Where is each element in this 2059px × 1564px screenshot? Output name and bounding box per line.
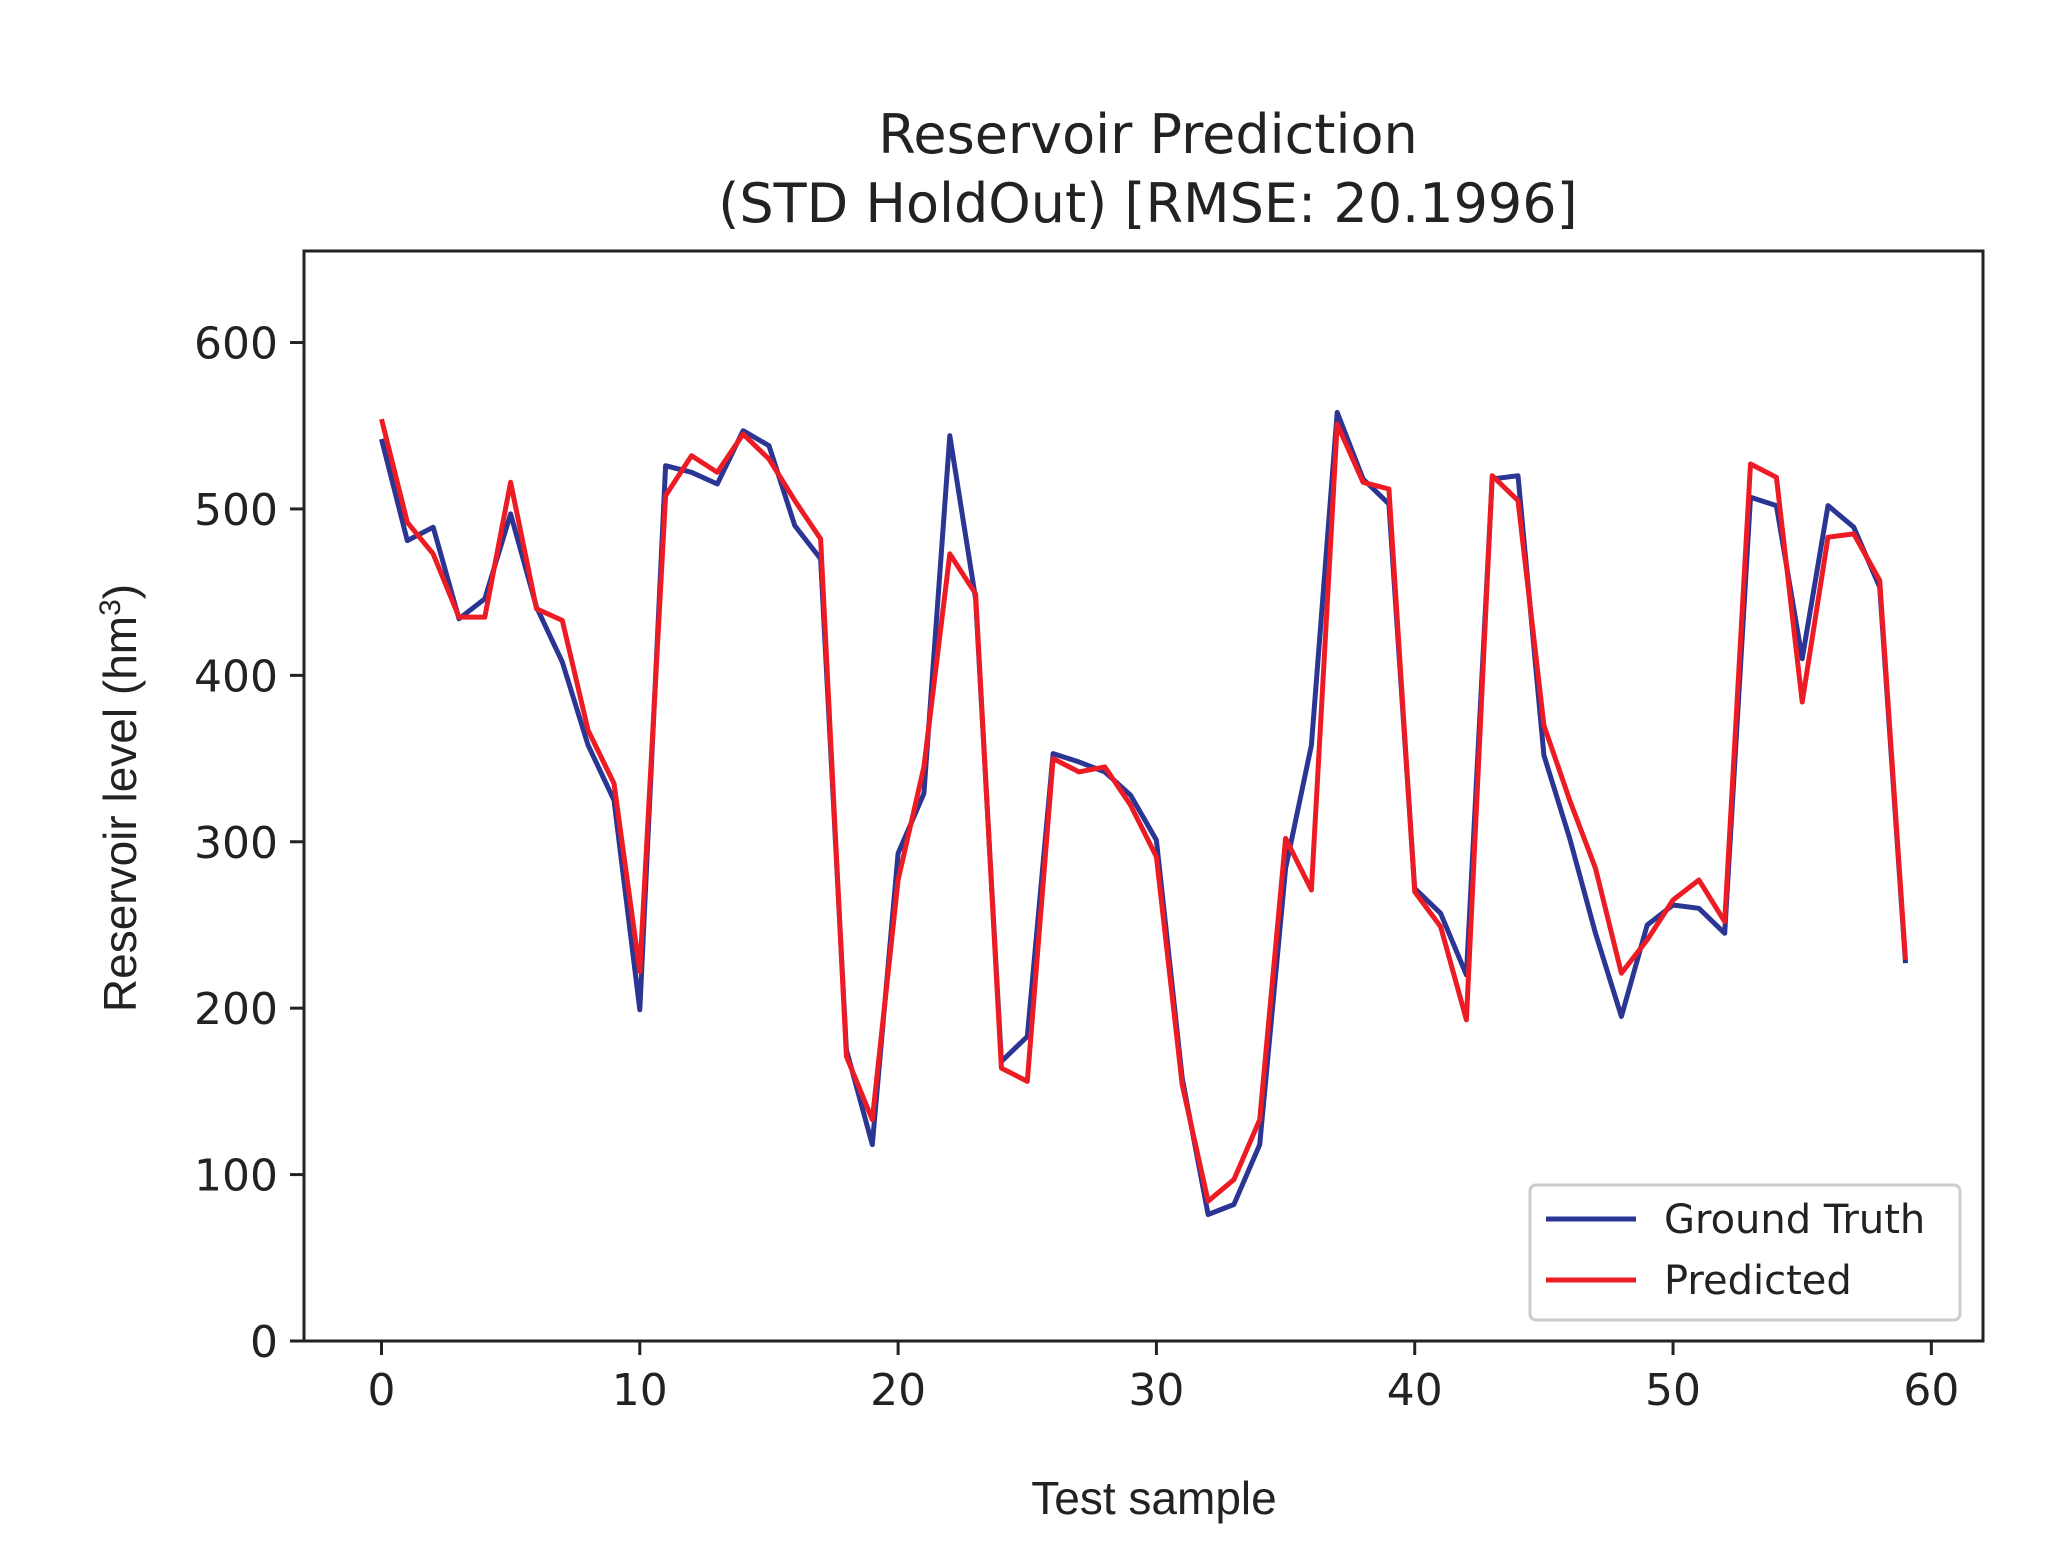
- x-tick-label: 50: [1645, 1365, 1701, 1416]
- y-tick-label: 400: [194, 651, 278, 702]
- x-tick-label: 40: [1387, 1365, 1443, 1416]
- y-axis: 0 100 200 300 400 500 600: [194, 319, 304, 1368]
- y-axis-label-superscript: 3: [94, 599, 127, 616]
- y-tick-label: 300: [194, 818, 278, 869]
- y-tick-label: 200: [194, 984, 278, 1035]
- series-line-ground-truth: [379, 409, 1908, 1217]
- legend-box: [1528, 1183, 1962, 1322]
- plot-area-frame: [302, 249, 1985, 1343]
- chart-title-line2: (STD HoldOut) [RMSE: 20.1996]: [718, 172, 1577, 235]
- y-axis-label-end: ): [94, 584, 146, 599]
- legend-label-ground-truth: Ground Truth: [1664, 1197, 1925, 1243]
- x-axis: 0 10 20 30 40 50 60: [367, 1341, 1959, 1416]
- legend: Ground Truth Predicted: [1528, 1183, 1962, 1322]
- x-tick-label: 60: [1903, 1365, 1959, 1416]
- y-axis-label: Reservoir level (hm3): [94, 584, 146, 1012]
- series-line-predicted: [379, 418, 1908, 1204]
- chart-title-line1: Reservoir Prediction: [878, 103, 1418, 166]
- x-tick-label: 10: [612, 1365, 668, 1416]
- x-tick-label: 0: [367, 1365, 395, 1416]
- y-tick-label: 100: [194, 1151, 278, 1202]
- y-tick-label: 0: [250, 1317, 278, 1368]
- x-axis-label: Test sample: [1031, 1472, 1276, 1524]
- x-tick-label: 30: [1128, 1365, 1184, 1416]
- series-layer: [379, 409, 1908, 1217]
- legend-label-predicted: Predicted: [1664, 1258, 1852, 1304]
- y-tick-label: 500: [194, 485, 278, 536]
- y-axis-label-main: Reservoir level (hm: [94, 616, 146, 1012]
- y-tick-label: 600: [194, 319, 278, 370]
- x-tick-label: 20: [870, 1365, 926, 1416]
